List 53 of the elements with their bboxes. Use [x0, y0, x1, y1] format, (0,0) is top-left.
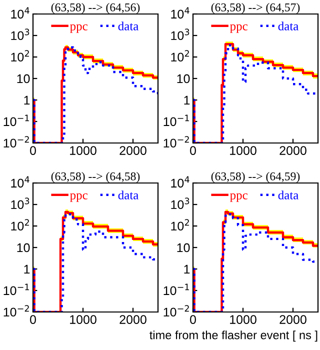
x-tick-label: 0: [30, 315, 36, 324]
legend-label: data: [118, 190, 139, 200]
y-tick-label: 10$^{4}$: [171, 176, 190, 188]
y-tick-label: 10$^{3}$: [171, 198, 190, 210]
y-tick-label: 10$^{2}$: [11, 50, 29, 62]
y-tick-label: 10$^{−1}$: [164, 114, 189, 126]
y-tick-label: 10$^{4}$: [11, 176, 30, 188]
y-tick-label: 10$^{−1}$: [4, 284, 29, 296]
y-tick-label: 10$^{4}$: [11, 7, 30, 19]
legend-label: data: [278, 22, 299, 30]
x-axis-title: time from the flasher event [ ns ]: [150, 330, 318, 342]
x-tick-label: 2000: [120, 146, 146, 155]
x-tick-label: 2000: [120, 315, 146, 324]
x-tick-label: 1000: [70, 146, 96, 155]
x-tick-label: 1000: [230, 146, 256, 155]
x-tick-label: 0: [30, 146, 36, 155]
legend-label: ppc: [70, 193, 88, 202]
series-label: ppc: [230, 193, 248, 202]
y-tick-label: 1: [24, 264, 30, 274]
y-tick-label: 1: [184, 264, 190, 274]
y-tick-label: 1: [184, 96, 190, 105]
chart-title: (63,58) --> (64,57): [211, 3, 300, 14]
y-tick-label: 10$^{−2}$: [4, 305, 29, 317]
chart-title: (63,58) --> (64,59): [211, 172, 300, 183]
y-tick-label: 1: [24, 96, 30, 105]
y-tick-label: 10$^{−2}$: [4, 136, 29, 148]
y-tick-label: 10$^{−1}$: [164, 284, 189, 296]
legend-label: data: [118, 22, 139, 30]
y-tick-label: 10$^{2}$: [171, 219, 189, 231]
y-tick-label: 10$^{4}$: [171, 7, 190, 19]
y-tick-label: 10: [17, 74, 30, 84]
y-tick-label: 10$^{3}$: [11, 28, 30, 40]
series-label: ppc: [230, 24, 248, 33]
x-tick-label: 0: [190, 315, 196, 324]
x-tick-label: 1000: [230, 315, 256, 324]
y-tick-label: 10: [177, 74, 190, 84]
y-tick-label: 10$^{3}$: [11, 198, 30, 210]
y-tick-label: 10: [17, 243, 30, 252]
legend-label: ppc: [70, 24, 88, 33]
y-tick-label: 10$^{2}$: [11, 219, 29, 231]
y-tick-label: 10: [177, 243, 190, 252]
x-tick-label: 2000: [280, 315, 306, 324]
chart-title: (63,58) --> (64,56): [51, 3, 140, 14]
y-tick-label: 10$^{2}$: [171, 50, 189, 62]
y-tick-label: 10$^{−2}$: [164, 136, 189, 148]
y-tick-label: 10$^{−1}$: [4, 114, 29, 126]
x-tick-label: 2000: [280, 146, 306, 155]
x-tick-label: 0: [190, 146, 196, 155]
legend-label: data: [278, 190, 299, 200]
chart-title: (63,58) --> (64,58): [51, 172, 140, 183]
y-tick-label: 10$^{3}$: [171, 28, 190, 40]
y-tick-label: 10$^{−2}$: [164, 305, 189, 317]
x-tick-label: 1000: [70, 315, 96, 324]
